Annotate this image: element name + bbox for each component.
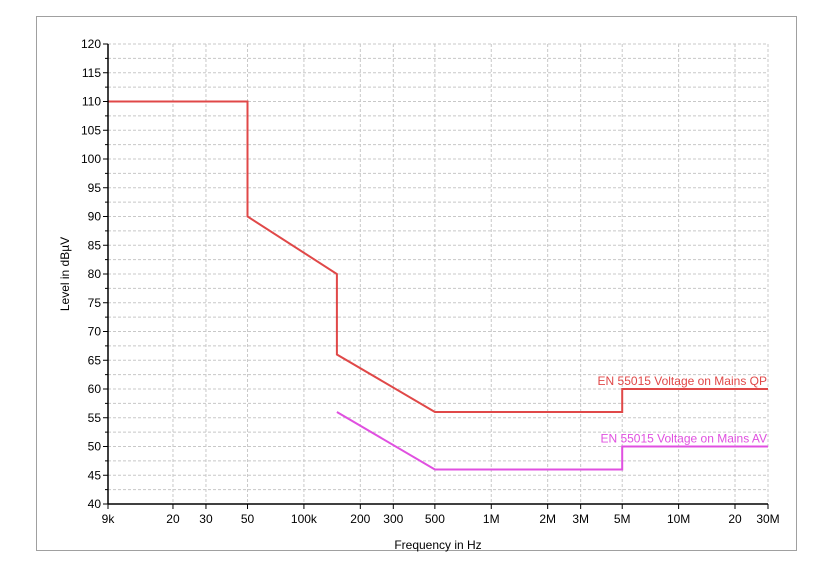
series-layer: EN 55015 Voltage on Mains QP EN 55015 Vol… — [108, 100, 768, 471]
x-tick-label: 30M — [756, 512, 779, 526]
y-tick-label: 85 — [88, 238, 102, 252]
x-tick-label: 50 — [241, 512, 255, 526]
y-tick-label: 95 — [88, 181, 102, 195]
y-tick-label: 100 — [81, 152, 101, 166]
chart-frame — [36, 16, 797, 551]
x-tick-label: 10M — [667, 512, 690, 526]
y-tick-label: 65 — [88, 353, 102, 367]
x-tick-label: 20 — [166, 512, 180, 526]
y-tick-label: 80 — [88, 267, 102, 281]
x-tick-label: 1M — [483, 512, 500, 526]
x-tick-label: 500 — [425, 512, 445, 526]
y-tick-label: 75 — [88, 296, 102, 310]
y-tick-label: 55 — [88, 411, 102, 425]
y-tick-label: 50 — [88, 440, 102, 454]
y-tick-label: 40 — [88, 497, 102, 511]
x-tick-label: 100k — [291, 512, 318, 526]
x-tick-label: 200 — [350, 512, 370, 526]
x-axis-label: Frequency in Hz — [394, 538, 481, 552]
y-tick-label: 60 — [88, 382, 102, 396]
y-tick-label: 45 — [88, 468, 102, 482]
series-line — [336, 411, 768, 471]
y-tick-label: 105 — [81, 123, 101, 137]
axes: 9k 20 30 50 100k 200 300 500 1M 2M 3M 5M 10M 20 30M 40 4… — [81, 37, 780, 526]
y-tick-label: 70 — [88, 325, 102, 339]
x-tick-label: 20 — [728, 512, 742, 526]
x-tick-label: 9k — [102, 512, 116, 526]
y-axis-label: Level in dBµV — [58, 237, 72, 311]
x-tick-label: 5M — [614, 512, 631, 526]
series-line — [108, 100, 768, 413]
series-label: EN 55015 Voltage on Mains QP — [598, 374, 767, 388]
y-tick-label: 90 — [88, 210, 102, 224]
y-tick-label: 120 — [81, 37, 101, 51]
x-tick-label: 30 — [199, 512, 213, 526]
y-tick-label: 110 — [82, 95, 101, 109]
series-label: EN 55015 Voltage on Mains AV — [600, 432, 767, 446]
x-tick-label: 2M — [539, 512, 556, 526]
y-tick-label: 115 — [82, 66, 101, 80]
x-tick-label: 300 — [383, 512, 403, 526]
x-tick-label: 3M — [572, 512, 589, 526]
